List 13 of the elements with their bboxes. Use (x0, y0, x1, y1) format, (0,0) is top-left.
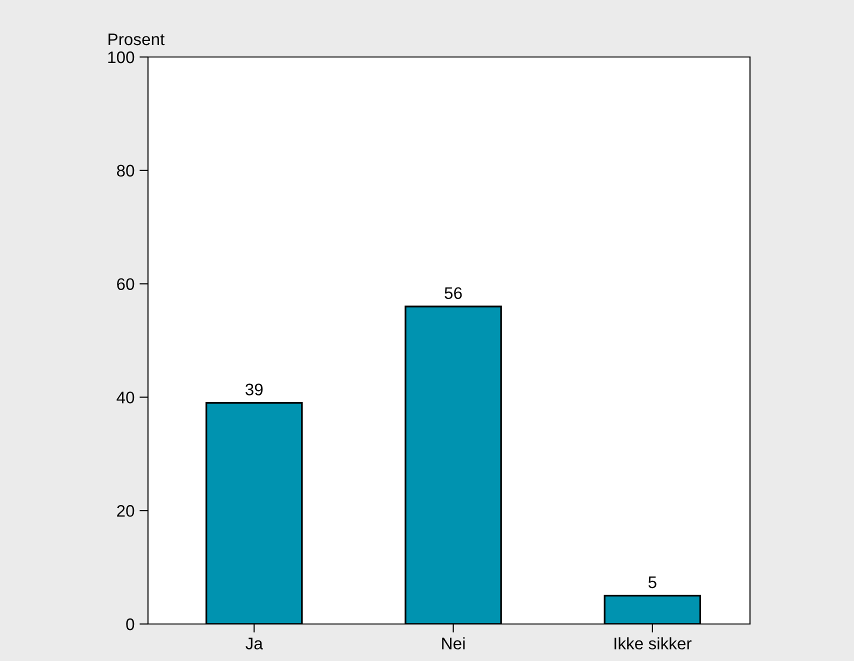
x-tick-label: Ikke sikker (614, 637, 692, 650)
y-tick-label: 20 (117, 505, 134, 517)
x-tick-label: Nei (442, 637, 465, 650)
y-tick-label: 60 (117, 278, 134, 290)
y-tick-label: 0 (126, 618, 134, 630)
data-label: 5 (648, 576, 656, 588)
data-label: 56 (444, 287, 462, 300)
data-label: 39 (246, 384, 263, 396)
y-tick-label: 40 (116, 392, 134, 404)
y-axis-title: Prosent (108, 34, 165, 46)
y-tick-label: 80 (116, 164, 134, 177)
x-tick-label: Ja (246, 638, 263, 650)
y-tick-label: 100 (108, 51, 134, 64)
